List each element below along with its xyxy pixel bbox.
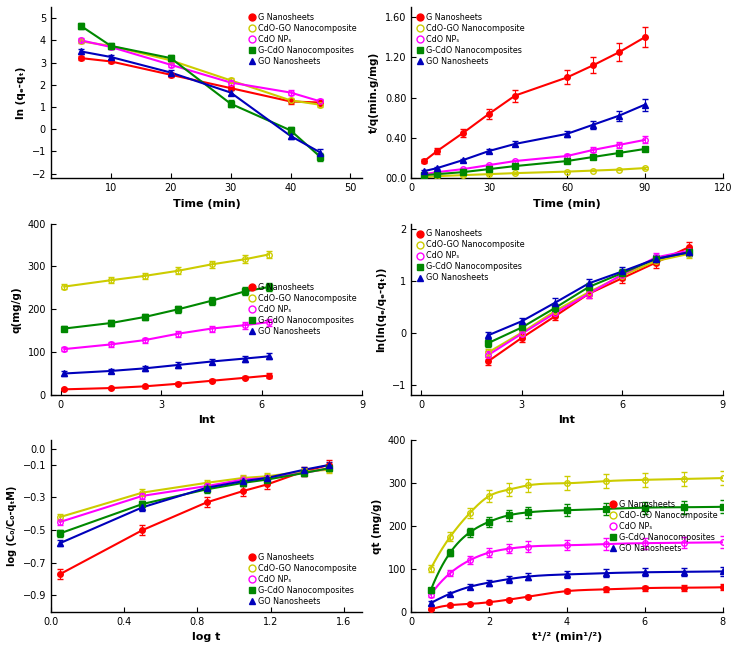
Y-axis label: qt (mg/g): qt (mg/g) — [372, 498, 382, 554]
X-axis label: log t: log t — [192, 632, 221, 642]
X-axis label: lnt: lnt — [559, 415, 576, 425]
Y-axis label: log (C₀/C₀-qₜM): log (C₀/C₀-qₜM) — [7, 486, 17, 566]
Legend: G Nanosheets, CdO-GO Nanocomposite, CdO NPₛ, G-CdO Nanocomposites, GO Nanosheets: G Nanosheets, CdO-GO Nanocomposite, CdO … — [247, 550, 359, 608]
Legend: G Nanosheets, CdO-GO Nanocomposite, CdO NPₛ, G-CdO Nanocomposites, GO Nanosheets: G Nanosheets, CdO-GO Nanocomposite, CdO … — [607, 497, 720, 555]
X-axis label: t¹/² (min¹/²): t¹/² (min¹/²) — [532, 632, 602, 642]
X-axis label: Time (min): Time (min) — [533, 199, 601, 208]
Legend: G Nanosheets, CdO-GO Nanocomposite, CdO NPₛ, G-CdO Nanocomposites, GO Nanosheets: G Nanosheets, CdO-GO Nanocomposite, CdO … — [247, 10, 359, 68]
Y-axis label: q(mg/g): q(mg/g) — [12, 286, 22, 332]
X-axis label: Time (min): Time (min) — [173, 199, 240, 208]
Y-axis label: t/q(min.g/mg): t/q(min.g/mg) — [370, 52, 379, 133]
X-axis label: lnt: lnt — [198, 415, 215, 425]
Y-axis label: ln (qₑ-qₜ): ln (qₑ-qₜ) — [16, 66, 26, 119]
Legend: G Nanosheets, CdO-GO Nanocomposite, CdO NPₛ, G-CdO Nanocomposites, GO Nanosheets: G Nanosheets, CdO-GO Nanocomposite, CdO … — [415, 227, 527, 285]
Legend: G Nanosheets, CdO-GO Nanocomposite, CdO NPₛ, G-CdO Nanocomposites, GO Nanosheets: G Nanosheets, CdO-GO Nanocomposite, CdO … — [415, 10, 527, 68]
Y-axis label: ln(ln(qₑ/qₑ-qₜ)): ln(ln(qₑ/qₑ-qₜ)) — [377, 267, 386, 352]
Legend: G Nanosheets, CdO-GO Nanocomposite, CdO NPₛ, G-CdO Nanocomposites, GO Nanosheets: G Nanosheets, CdO-GO Nanocomposite, CdO … — [247, 280, 359, 338]
